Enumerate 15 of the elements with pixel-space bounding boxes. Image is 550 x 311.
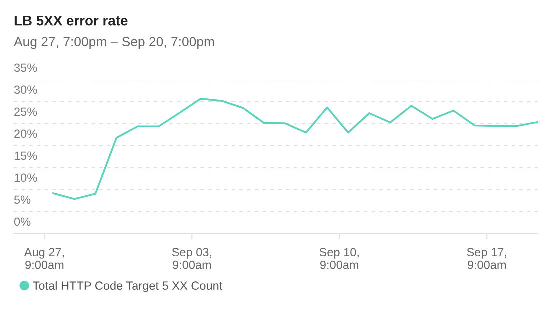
y-tick-label: 20% — [14, 130, 38, 138]
x-tick-label: Aug 27, 9:00am — [24, 248, 64, 270]
legend-label: Total HTTP Code Target 5 XX Count — [33, 281, 223, 292]
chart-title: LB 5XX error rate — [14, 16, 128, 26]
x-tick-label: Sep 10, 9:00am — [320, 248, 359, 270]
y-tick-label: 5% — [14, 196, 31, 204]
y-tick-label: 35% — [14, 64, 38, 72]
y-tick-label: 25% — [14, 108, 38, 116]
x-tick-label: Sep 03, 9:00am — [172, 248, 212, 270]
x-tick-label: Sep 17, 9:00am — [467, 248, 506, 270]
chart-subtitle: Aug 27, 7:00pm – Sep 20, 7:00pm — [14, 37, 214, 50]
y-tick-label: 30% — [14, 86, 38, 94]
y-tick-label: 10% — [14, 174, 38, 182]
y-tick-label: 15% — [14, 152, 38, 160]
y-tick-label: 0% — [14, 218, 31, 226]
